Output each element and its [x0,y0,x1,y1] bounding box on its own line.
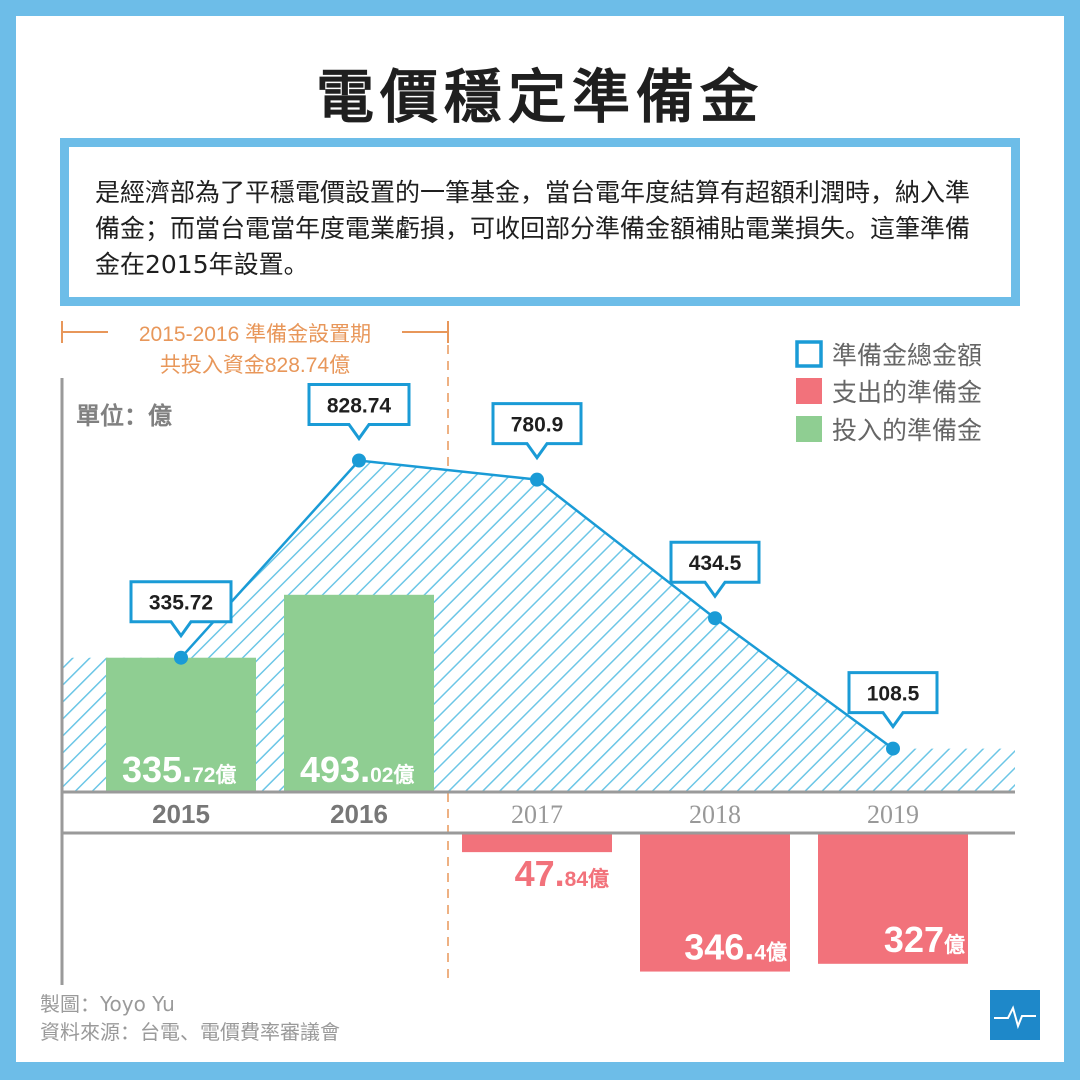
total-line-layer [174,453,900,756]
invested-bar-2016 [284,594,434,792]
year-tick-labels: 2015 2016 2017 2018 2019 [152,799,919,829]
axis-layer [60,378,1015,985]
total-point-2018 [708,611,722,626]
total-callout-label-2018: 434.5 [689,552,742,575]
year-tick-2019: 2019 [867,800,919,829]
year-tick-2015: 2015 [152,799,210,829]
legend-swatch-total [795,340,823,368]
maker-credit: 製圖：Yoyo Yu [40,992,175,1016]
source-credit: 資料來源：台電、電價費率審議會 [40,1020,340,1044]
total-callout-2015: 335.72 [129,580,233,639]
page-title: 電價穩定準備金 [315,63,764,131]
spent-bar-2017 [462,833,612,853]
invested-bar-label-2015: 335.72億 [122,749,236,790]
period-annotation: 2015-2016 準備金設置期 共投入資金828.74億 [61,321,449,985]
legend-label-spent: 支出的準備金 [832,379,982,407]
year-tick-2017: 2017 [511,800,563,829]
value-callouts: 335.72 828.74 780.9 434.5 108.5 [129,383,939,730]
total-callout-2016: 828.74 [307,383,411,442]
invested-bar-label-2016: 493.02億 [300,749,414,790]
bar-layer: 335.72億 493.02億 47.84億 346.4億 327億 [106,594,968,972]
year-tick-2016: 2016 [330,799,388,829]
period-annotation-line1: 2015-2016 準備金設置期 [139,323,371,346]
total-point-2015 [174,650,188,665]
invested-bar-2015 [106,657,256,792]
total-callout-2019: 108.5 [847,671,939,730]
total-callout-2017: 780.9 [491,402,583,461]
legend: 準備金總金額 支出的準備金 投入的準備金 [795,340,982,445]
total-callout-label-2016: 828.74 [327,395,392,418]
legend-swatch-spent [796,378,822,404]
total-callout-label-2019: 108.5 [867,683,920,706]
spent-bar-label-2017: 47.84億 [515,853,609,894]
legend-label-total: 準備金總金額 [832,342,982,370]
spent-bar-2018 [640,833,790,972]
description-box: 是經濟部為了平穩電價設置的一筆基金，當台電年度結算有超額利潤時，納入準備金；而當… [60,138,1020,306]
legend-swatch-invested [796,416,822,442]
total-point-2019 [886,741,900,756]
pulse-line-icon [990,990,1040,1040]
description-text: 是經濟部為了平穩電價設置的一筆基金，當台電年度結算有超額利潤時，納入準備金；而當… [69,147,1011,297]
spent-bar-2019 [818,833,968,964]
year-tick-2018: 2018 [689,800,741,829]
spent-bar-label-2018: 346.4億 [684,927,787,968]
unit-label: 單位：億 [76,402,172,430]
spent-bar-label-2019: 327億 [884,919,965,960]
total-point-2017 [530,472,544,487]
total-callout-2018: 434.5 [669,540,761,599]
total-point-2016 [352,453,366,468]
total-callout-label-2017: 780.9 [511,414,564,437]
credit-block: 製圖：Yoyo Yu 資料來源：台電、電價費率審議會 [40,990,340,1046]
period-annotation-line2: 共投入資金828.74億 [160,354,350,377]
total-callout-label-2015: 335.72 [149,592,213,615]
legend-label-invested: 投入的準備金 [832,417,982,445]
